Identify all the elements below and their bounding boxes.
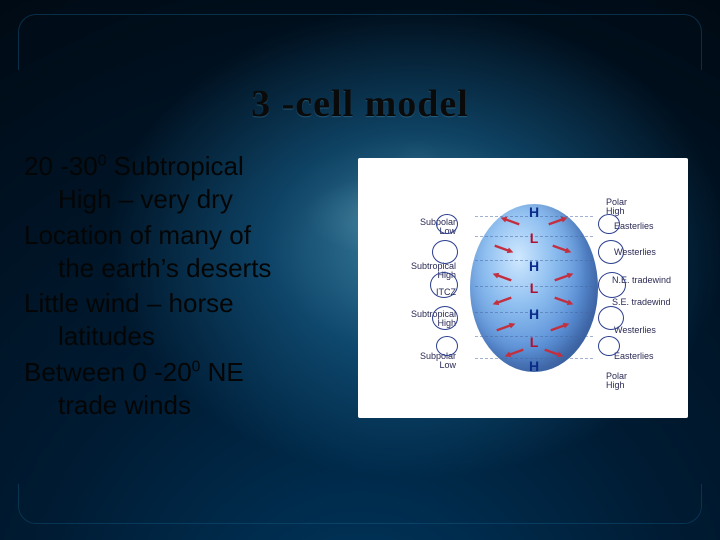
bullet-2-line1: Location of many of	[24, 220, 251, 250]
bullet-4-line1b: NE	[200, 357, 243, 387]
circulation-cell-icon	[598, 306, 624, 330]
circulation-cell-icon	[598, 336, 620, 356]
bullet-4-line2: trade winds	[24, 390, 191, 420]
circulation-cell-icon	[598, 272, 626, 298]
pressure-low-label: L	[530, 334, 539, 350]
wind-arrow-icon	[554, 295, 575, 307]
circulation-cell-icon	[432, 240, 458, 264]
bullet-4: Between 0 -200 NE trade winds	[24, 356, 344, 423]
circulation-cell-icon	[436, 214, 458, 234]
bullet-3: Little wind – horse latitudes	[24, 287, 344, 354]
bullet-2: Location of many of the earth’s deserts	[24, 219, 344, 286]
wind-arrow-icon	[554, 271, 575, 283]
diagram-label-right: Westerlies	[614, 326, 656, 335]
wind-arrow-icon	[492, 271, 513, 283]
pressure-high-label: H	[529, 306, 539, 322]
bullet-1-line1a: 20 -30	[24, 151, 98, 181]
wind-arrow-icon	[550, 321, 571, 333]
pressure-low-label: L	[530, 280, 539, 296]
bullet-2-line2: the earth’s deserts	[24, 253, 271, 283]
slide-body: 20 -300 Subtropical High – very dry Loca…	[24, 150, 344, 424]
bullet-1-line2: High – very dry	[24, 184, 233, 214]
decorative-frame-bottom	[18, 484, 702, 524]
globe-icon: HLHLHLH	[470, 204, 598, 372]
slide-title: 3 -cell model	[0, 82, 720, 126]
three-cell-diagram: HLHLHLH SubpolarLowSubtropicalHighITCZSu…	[358, 158, 688, 418]
pressure-low-label: L	[530, 230, 539, 246]
pressure-high-label: H	[529, 204, 539, 220]
circulation-cell-icon	[598, 240, 624, 264]
circulation-cell-icon	[436, 336, 458, 356]
diagram-label-right: Easterlies	[614, 352, 654, 361]
diagram-label-right: S.E. tradewind	[612, 298, 671, 307]
bullet-1: 20 -300 Subtropical High – very dry	[24, 150, 344, 217]
bullet-3-line1: Little wind – horse	[24, 288, 234, 318]
bullet-3-line2: latitudes	[24, 321, 155, 351]
circulation-cell-icon	[598, 214, 620, 234]
pressure-high-label: H	[529, 358, 539, 374]
wind-arrow-icon	[494, 243, 515, 255]
decorative-frame-top	[18, 14, 702, 70]
diagram-label-right: PolarHigh	[606, 372, 627, 391]
wind-arrow-icon	[496, 321, 517, 333]
bullet-1-line1b: Subtropical	[106, 151, 243, 181]
wind-arrow-icon	[552, 243, 573, 255]
pressure-high-label: H	[529, 258, 539, 274]
circulation-cell-icon	[430, 272, 458, 298]
bullet-4-line1a: Between 0 -20	[24, 357, 192, 387]
circulation-cell-icon	[432, 306, 458, 330]
wind-arrow-icon	[492, 295, 513, 307]
